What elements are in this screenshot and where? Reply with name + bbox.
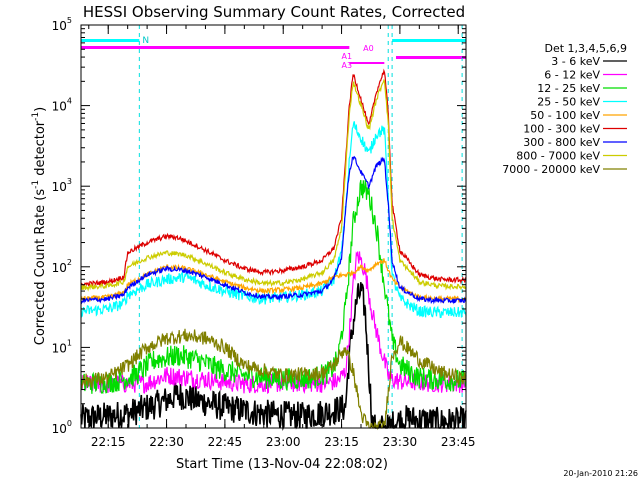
legend-entry-3: 25 - 50 keV xyxy=(537,96,600,109)
footer-date: 20-Jan-2010 21:26 xyxy=(563,469,638,478)
legend-title: Det 1,3,4,5,6,9 xyxy=(544,42,627,55)
x-axis-label: Start Time (13-Nov-04 22:08:02) xyxy=(176,457,388,472)
series-line-7 xyxy=(80,78,467,292)
y-tick-label: 101 xyxy=(52,338,72,355)
series-line-8 xyxy=(80,328,467,431)
x-tick-label: 22:30 xyxy=(149,435,184,449)
legend-entry-7: 800 - 7000 keV xyxy=(516,150,600,163)
flags-layer: N A1 A0 A3 xyxy=(81,25,466,428)
series-line-0 xyxy=(80,282,467,431)
legend-entry-5: 100 - 300 keV xyxy=(523,123,600,136)
y-axis: 100 101 102 103 104 105 xyxy=(52,16,466,436)
plot-frame xyxy=(80,24,467,429)
legend-entry-0: 3 - 6 keV xyxy=(551,55,600,68)
x-axis: 22:15 22:30 22:45 23:00 23:15 23:30 23:45 xyxy=(88,25,476,449)
night-bar-1 xyxy=(81,39,140,42)
series-line-6 xyxy=(80,155,467,305)
y-tick-label: 105 xyxy=(52,16,72,33)
night-label: N xyxy=(142,36,149,46)
x-tick-label: 23:45 xyxy=(441,435,476,449)
attenuator-label-a3: A3 xyxy=(342,61,353,70)
legend-entry-6: 300 - 800 keV xyxy=(523,136,600,149)
x-tick-label: 22:15 xyxy=(91,435,126,449)
series-layer xyxy=(80,68,467,431)
attenuator-label-a0: A0 xyxy=(363,44,374,53)
y-axis-label: Corrected Count Rate (s-1 detector-1) xyxy=(31,107,48,345)
legend-entry-1: 6 - 12 keV xyxy=(544,69,600,82)
x-tick-label: 23:00 xyxy=(266,435,301,449)
series-line-5 xyxy=(80,68,467,288)
x-tick-label: 22:45 xyxy=(208,435,243,449)
legend-entry-8: 7000 - 20000 keV xyxy=(502,163,600,176)
legend-entry-4: 50 - 100 keV xyxy=(530,109,600,122)
attenuator-label-a1: A1 xyxy=(342,52,353,61)
x-tick-label: 23:15 xyxy=(324,435,359,449)
night-bar-2 xyxy=(392,39,466,42)
attenuator-bar-1 xyxy=(81,46,350,49)
x-tick-label: 23:30 xyxy=(383,435,418,449)
y-tick-label: 104 xyxy=(52,97,72,114)
legend-entry-2: 12 - 25 keV xyxy=(537,82,600,95)
y-tick-label: 103 xyxy=(52,177,72,194)
y-tick-label: 102 xyxy=(52,258,72,275)
chart-title: HESSI Observing Summary Count Rates, Cor… xyxy=(83,3,465,21)
y-tick-label: 100 xyxy=(52,419,72,436)
attenuator-bar-2 xyxy=(396,56,466,59)
attenuator-bar-3 xyxy=(349,62,385,64)
series-line-2 xyxy=(80,179,467,394)
